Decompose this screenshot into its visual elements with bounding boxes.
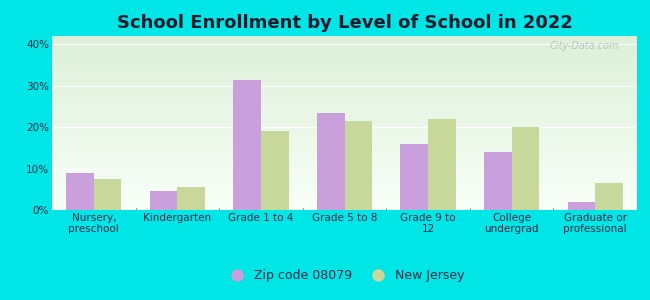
Bar	[94, 179, 122, 210]
Bar	[344, 121, 372, 210]
Bar	[484, 152, 512, 210]
Bar	[177, 187, 205, 210]
Bar	[233, 80, 261, 210]
Legend: Zip code 08079, New Jersey: Zip code 08079, New Jersey	[220, 264, 469, 287]
Bar	[428, 119, 456, 210]
Bar	[150, 191, 177, 210]
Bar	[261, 131, 289, 210]
Bar	[66, 173, 94, 210]
Title: School Enrollment by Level of School in 2022: School Enrollment by Level of School in …	[116, 14, 573, 32]
Bar	[595, 183, 623, 210]
Bar	[317, 112, 344, 210]
Text: City-Data.com: City-Data.com	[550, 41, 619, 51]
Bar	[567, 202, 595, 210]
Bar	[512, 127, 540, 210]
Bar	[400, 144, 428, 210]
